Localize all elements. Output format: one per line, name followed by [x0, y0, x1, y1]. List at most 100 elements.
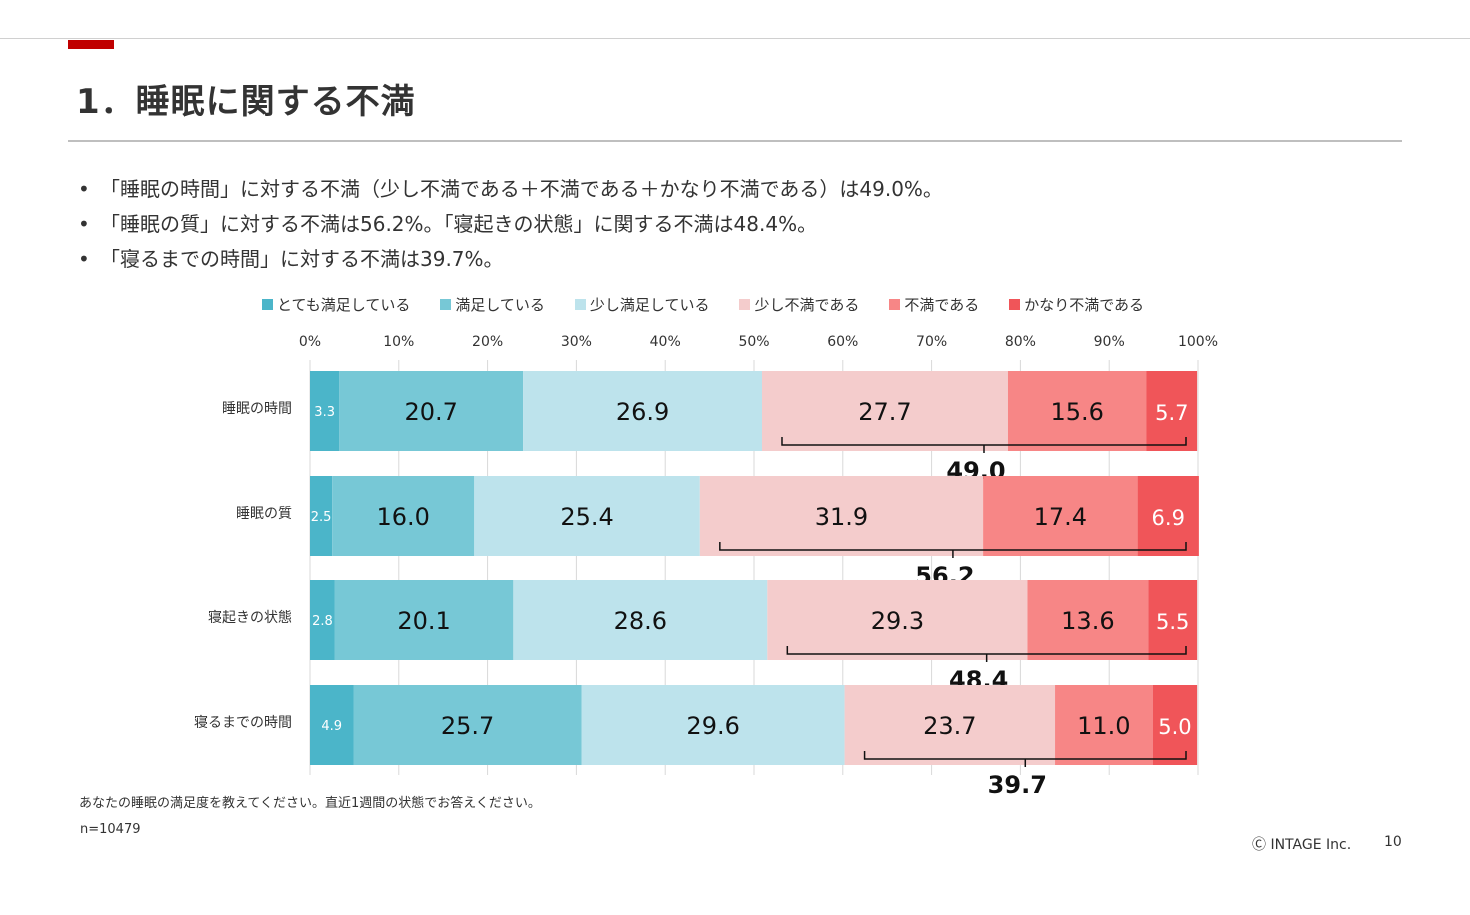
legend-label: 不満である	[904, 296, 980, 314]
x-tick-label: 20%	[472, 334, 503, 350]
data-label: 28.6	[614, 607, 667, 635]
x-tick-label: 70%	[916, 334, 947, 350]
bar-segment	[310, 685, 354, 765]
data-label: 27.7	[858, 398, 911, 426]
legend-label: 満足している	[455, 296, 545, 314]
x-tick-label: 50%	[738, 334, 769, 350]
bar-segment	[310, 371, 340, 451]
x-tick-label: 100%	[1178, 334, 1218, 350]
data-label: 17.4	[1034, 503, 1087, 531]
data-label: 5.5	[1156, 610, 1189, 634]
chart-legend: とても満足している 満足している 少し満足している 少し不満である 不満である かなり不満…	[262, 294, 1174, 315]
data-label: 20.7	[404, 398, 457, 426]
bullet-item: • 「睡眠の質」に対する不満は56.2%。「寝起きの状態」に関する不満は48.4%…	[78, 207, 943, 242]
sample-size: n=10479	[80, 822, 141, 837]
legend-item: かなり不満である	[1009, 294, 1144, 315]
total-bracket	[863, 751, 1187, 767]
x-tick-label: 30%	[561, 334, 592, 350]
x-tick-label: 0%	[299, 334, 321, 350]
data-label: 31.9	[815, 503, 868, 531]
summary-bullets: • 「睡眠の時間」に対する不満（少し不満である＋不満である＋かなり不満である）は4…	[78, 172, 943, 277]
total-bracket	[786, 646, 1187, 662]
data-label: 3.3	[314, 405, 335, 420]
bullet-marker: •	[78, 177, 90, 201]
x-tick-label: 60%	[827, 334, 858, 350]
total-bracket	[719, 542, 1187, 558]
data-label: 11.0	[1077, 712, 1130, 740]
bar-segment	[1055, 685, 1153, 765]
legend-item: とても満足している	[262, 294, 410, 315]
legend-swatch	[1009, 299, 1021, 310]
bar-segment	[581, 685, 845, 765]
survey-question: あなたの睡眠の満足度を教えてください。直近1週間の状態でお答えください。	[79, 796, 541, 811]
data-label: 2.8	[312, 614, 333, 629]
bar-segment	[1137, 476, 1199, 556]
legend-swatch	[440, 299, 452, 310]
data-label: 20.1	[397, 607, 450, 635]
legend-label: とても満足している	[277, 296, 411, 314]
total-label: 39.7	[988, 771, 1047, 799]
bar-segment	[1007, 371, 1147, 451]
bar-segment	[332, 476, 475, 556]
bullet-marker: •	[78, 247, 90, 271]
bar-segment	[983, 476, 1138, 556]
bar-segment	[767, 580, 1028, 660]
copyright: Ⓒ INTAGE Inc.	[1252, 837, 1352, 853]
data-label: 29.6	[686, 712, 739, 740]
bullet-text: 「睡眠の時間」に対する不満（少し不満である＋不満である＋かなり不満である）は49…	[100, 177, 943, 201]
data-label: 13.6	[1061, 607, 1114, 635]
x-tick-label: 40%	[650, 334, 681, 350]
data-label: 5.7	[1155, 401, 1188, 425]
bar-segment	[474, 476, 700, 556]
legend-item: 不満である	[889, 294, 979, 315]
bar-segment	[1027, 580, 1149, 660]
bar-segment	[310, 476, 333, 556]
bar-segment	[334, 580, 514, 660]
page-title: 1．睡眠に関する不満	[76, 82, 416, 122]
data-label: 6.9	[1152, 506, 1185, 530]
category-label: 寝るまでの時間	[194, 714, 292, 731]
bar-segment	[699, 476, 984, 556]
page-number: 10	[1384, 834, 1402, 850]
bullet-text: 「睡眠の質」に対する不満は56.2%。「寝起きの状態」に関する不満は48.4%。	[100, 212, 818, 236]
category-label: 睡眠の時間	[222, 401, 292, 417]
legend-label: 少し不満である	[754, 296, 860, 314]
legend-label: かなり不満である	[1024, 296, 1145, 314]
title-underline	[68, 140, 1402, 142]
legend-item: 少し不満である	[739, 294, 859, 315]
data-label: 15.6	[1051, 398, 1104, 426]
bar-segment	[353, 685, 582, 765]
bar-segment	[1146, 371, 1198, 451]
data-label: 2.5	[311, 510, 332, 525]
bar-segment	[1152, 685, 1198, 765]
bullet-marker: •	[78, 212, 90, 236]
legend-item: 少し満足している	[574, 294, 709, 315]
legend-item: 満足している	[440, 294, 545, 315]
bar-segment	[844, 685, 1056, 765]
red-accent-bar	[68, 40, 114, 49]
bar-segment	[1148, 580, 1198, 660]
category-label: 寝起きの状態	[208, 609, 292, 626]
data-label: 25.4	[560, 503, 613, 531]
data-label: 23.7	[923, 712, 976, 740]
bullet-text: 「寝るまでの時間」に対する不満は39.7%。	[100, 247, 504, 271]
bullet-item: • 「寝るまでの時間」に対する不満は39.7%。	[78, 242, 943, 277]
x-tick-label: 90%	[1094, 334, 1125, 350]
legend-swatch	[889, 299, 901, 310]
data-label: 26.9	[616, 398, 669, 426]
data-label: 29.3	[871, 607, 924, 635]
category-label: 睡眠の質	[236, 506, 292, 522]
data-label: 5.0	[1158, 715, 1191, 739]
bar-segment	[339, 371, 524, 451]
bullet-item: • 「睡眠の時間」に対する不満（少し不満である＋不満である＋かなり不満である）は4…	[78, 172, 943, 207]
legend-swatch	[262, 299, 273, 310]
x-tick-label: 10%	[383, 334, 414, 350]
bar-segment	[761, 371, 1008, 451]
legend-swatch	[739, 299, 751, 310]
top-divider	[0, 38, 1470, 39]
legend-swatch	[574, 299, 586, 310]
bar-segment	[310, 580, 335, 660]
total-bracket	[781, 437, 1187, 453]
bar-segment	[513, 580, 768, 660]
